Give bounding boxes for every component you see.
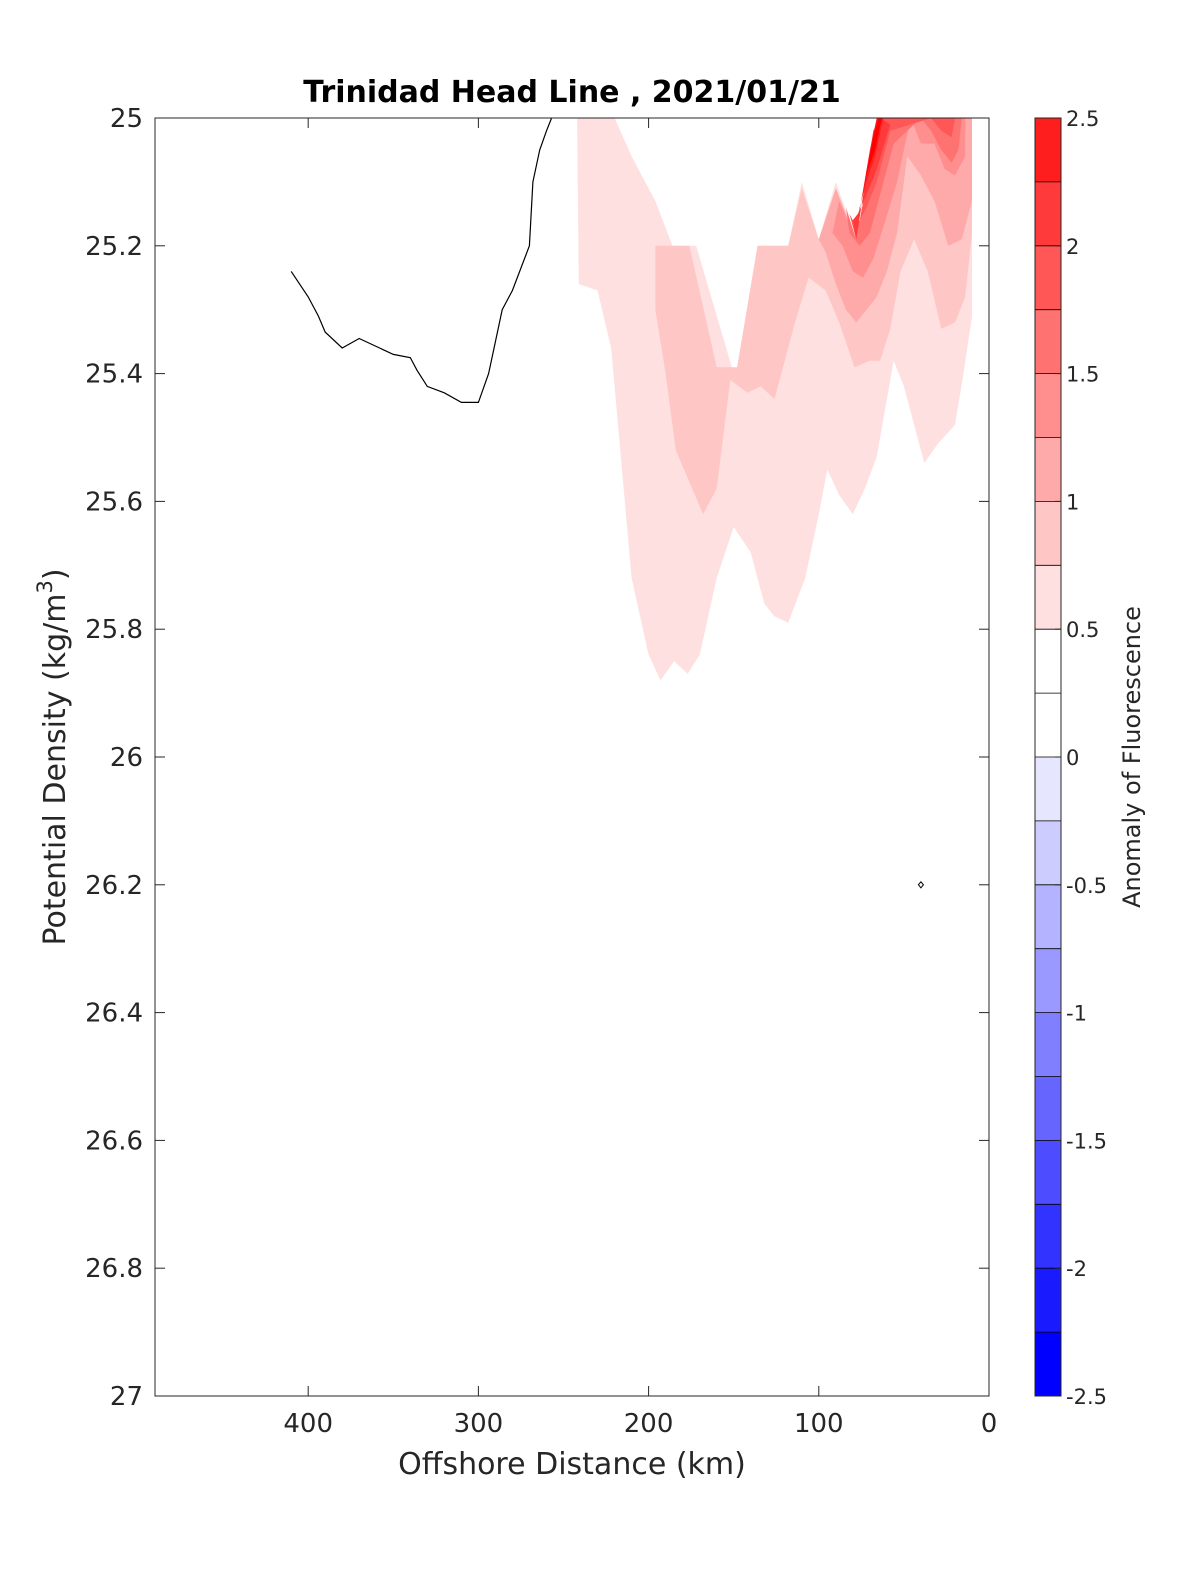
colorbar-band xyxy=(1035,693,1061,757)
contour-lines xyxy=(290,118,925,889)
x-axis: 400 300 200 100 0 xyxy=(283,118,997,1439)
colorbar-tick-label: -0.5 xyxy=(1066,874,1107,898)
y-axis: 25 25.2 25.4 25.6 25.8 26 26.2 26.4 26.6 26.8 27 xyxy=(85,104,989,1412)
colorbar-tick-label: -1.5 xyxy=(1066,1129,1107,1153)
colorbar-band xyxy=(1035,1268,1061,1333)
contour-region-6 xyxy=(852,118,891,240)
colorbar-band xyxy=(1035,181,1061,246)
colorbar-tick-label: -1 xyxy=(1066,1002,1087,1026)
colorbar: 2.5 2 1.5 1 0.5 0 -0.5 -1 -1.5 -2 -2.5 xyxy=(1034,107,1107,1409)
colorbar-band xyxy=(1035,309,1061,374)
colorbar-band xyxy=(1035,1204,1061,1269)
colorbar-tick-label: 0 xyxy=(1066,746,1079,770)
chart-title: Trinidad Head Line , 2021/01/21 xyxy=(303,75,840,110)
x-tick-label: 200 xyxy=(624,1409,674,1439)
colorbar-band xyxy=(1035,629,1061,694)
colorbar-tick-label: 2.5 xyxy=(1066,107,1099,131)
x-tick-label: 0 xyxy=(981,1409,998,1439)
colorbar-tick-label: 1.5 xyxy=(1066,363,1099,387)
x-axis-label: Offshore Distance (km) xyxy=(398,1447,746,1482)
x-tick-label: 300 xyxy=(454,1409,504,1439)
contour-line xyxy=(290,118,553,403)
colorbar-label: Anomaly of Fluorescence xyxy=(1118,606,1146,908)
x-tick-label: 100 xyxy=(794,1409,844,1439)
colorbar-band xyxy=(1035,245,1061,310)
colorbar-band xyxy=(1035,373,1061,438)
colorbar-tick-label: -2 xyxy=(1066,1257,1087,1281)
y-tick-label: 27 xyxy=(110,1382,143,1412)
colorbar-band xyxy=(1035,565,1061,630)
colorbar-band xyxy=(1035,948,1061,1013)
colorbar-band xyxy=(1035,437,1061,502)
contour-regions xyxy=(577,118,972,681)
y-tick-label: 26.4 xyxy=(85,999,143,1029)
colorbar-tick-label: -2.5 xyxy=(1066,1385,1107,1409)
colorbar-band xyxy=(1035,1076,1061,1141)
y-tick-label: 25.6 xyxy=(85,487,143,517)
colorbar-band xyxy=(1035,884,1061,949)
contour-region-7 xyxy=(857,118,884,221)
y-axis-label-suffix: ) xyxy=(38,568,73,580)
colorbar-band xyxy=(1035,1332,1061,1396)
y-axis-label-main: Potential Density (kg/m xyxy=(38,594,73,946)
colorbar-band xyxy=(1035,118,1061,182)
y-tick-label: 26 xyxy=(110,743,143,773)
y-tick-label: 25.8 xyxy=(85,615,143,645)
contour-region-8 xyxy=(864,118,882,182)
colorbar-tick-label: 2 xyxy=(1066,235,1079,259)
colorbar-tick-label: 1 xyxy=(1066,490,1079,514)
y-axis-label-superscript: 3 xyxy=(33,580,57,593)
y-tick-label: 26.6 xyxy=(85,1126,143,1156)
colorbar-band xyxy=(1035,501,1061,566)
y-tick-label: 25 xyxy=(110,104,143,134)
colorbar-band xyxy=(1035,1012,1061,1077)
colorbar-tick-label: 0.5 xyxy=(1066,618,1099,642)
y-tick-label: 25.4 xyxy=(85,360,143,390)
colorbar-band xyxy=(1035,820,1061,885)
colorbar-band xyxy=(1035,757,1061,821)
y-tick-label: 26.8 xyxy=(85,1254,143,1284)
colorbar-band xyxy=(1035,1140,1061,1205)
y-axis-label: Potential Density (kg/m3) xyxy=(33,568,73,945)
y-tick-label: 26.2 xyxy=(85,871,143,901)
contour-marker xyxy=(917,881,925,889)
x-tick-label: 400 xyxy=(283,1409,333,1439)
y-tick-label: 25.2 xyxy=(85,232,143,262)
